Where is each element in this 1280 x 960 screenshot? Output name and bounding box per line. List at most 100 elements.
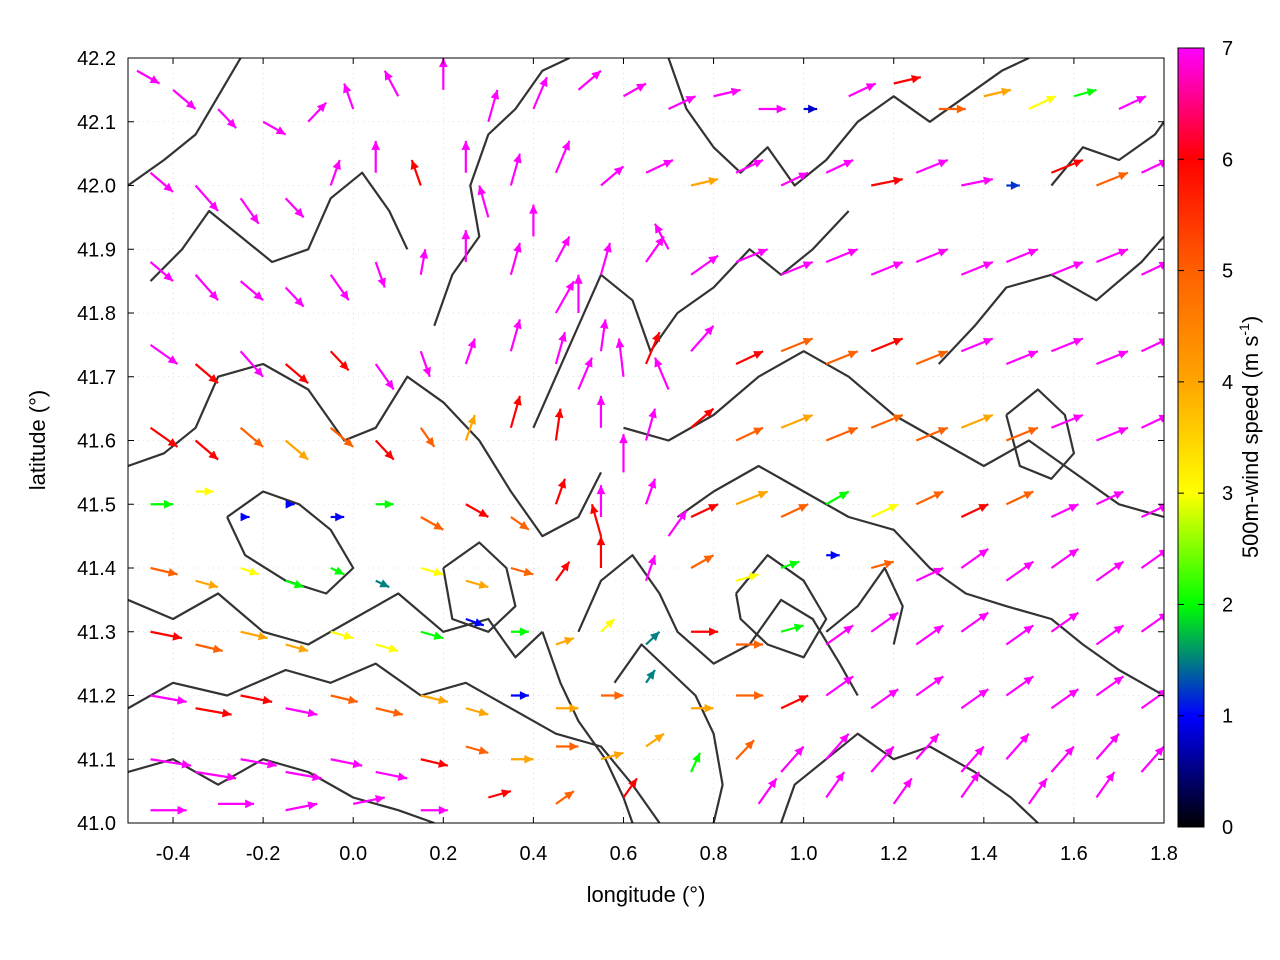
wind-vector-head bbox=[334, 566, 345, 575]
wind-vector-head bbox=[1158, 613, 1164, 622]
wind-vector-head bbox=[1027, 248, 1038, 257]
wind-vector-head bbox=[933, 625, 944, 635]
wind-vector-head bbox=[371, 140, 381, 150]
wind-vector bbox=[780, 560, 800, 570]
wind-vector-head bbox=[892, 337, 903, 346]
wind-vector-head bbox=[933, 676, 944, 686]
wind-vector-head bbox=[574, 274, 583, 284]
terrain-contour bbox=[433, 58, 570, 327]
wind-vector bbox=[870, 688, 899, 710]
wind-vector-head bbox=[1019, 733, 1029, 744]
wind-vector bbox=[529, 204, 538, 237]
wind-vector-head bbox=[808, 104, 818, 114]
wind-vector bbox=[1140, 745, 1164, 773]
wind-vector bbox=[285, 770, 322, 782]
wind-vector-head bbox=[789, 560, 800, 569]
wind-vector bbox=[1096, 248, 1129, 264]
y-tick-label: 41.2 bbox=[77, 686, 116, 708]
wind-vector bbox=[619, 434, 628, 473]
wind-vector bbox=[735, 350, 764, 365]
terrain-contour bbox=[577, 554, 859, 697]
colorbar-ticks: 0 1 2 3 4 5 6 7 bbox=[1178, 38, 1233, 839]
wind-vector bbox=[825, 159, 854, 174]
wind-vector bbox=[960, 771, 981, 799]
wind-vector bbox=[915, 248, 949, 264]
wind-vector bbox=[600, 618, 616, 633]
x-tick-label: 0.8 bbox=[700, 843, 728, 865]
wind-vector-head bbox=[1113, 625, 1124, 635]
wind-vector-head bbox=[1117, 427, 1128, 436]
wind-vector-head bbox=[245, 799, 255, 809]
terrain-contour bbox=[613, 643, 724, 823]
wind-vector bbox=[1141, 414, 1164, 429]
wind-vector bbox=[758, 104, 786, 114]
wind-vector bbox=[1095, 675, 1125, 697]
wind-vector bbox=[1005, 248, 1039, 264]
wind-vector-head bbox=[754, 640, 764, 649]
wind-vector-head bbox=[847, 248, 858, 257]
wind-vector-head bbox=[1158, 338, 1164, 347]
wind-vector-head bbox=[204, 487, 214, 496]
terrain-contour bbox=[128, 362, 602, 538]
wind-vector bbox=[870, 260, 904, 276]
wind-vector bbox=[690, 554, 715, 569]
wind-vector bbox=[735, 739, 755, 761]
wind-vector bbox=[870, 337, 904, 353]
wind-vector bbox=[461, 230, 471, 262]
wind-vector bbox=[644, 478, 657, 505]
wind-vector bbox=[375, 579, 390, 589]
wind-vector bbox=[1005, 490, 1034, 506]
wind-vector-head bbox=[352, 759, 363, 769]
wind-vector-head bbox=[703, 408, 714, 418]
wind-vector bbox=[915, 350, 949, 366]
wind-vector-head bbox=[584, 357, 593, 368]
wind-vector bbox=[239, 280, 264, 302]
wind-vector-head bbox=[461, 230, 471, 240]
colorbar: 0 1 2 3 4 5 6 7 500m-wind speed (m s-1) bbox=[1177, 38, 1263, 839]
y-tick-label: 41.9 bbox=[77, 239, 116, 261]
terrain-contour bbox=[128, 592, 544, 659]
wind-vector-head bbox=[467, 338, 476, 349]
wind-vector bbox=[284, 439, 309, 461]
wind-vector-head bbox=[385, 379, 394, 390]
wind-vector-head bbox=[647, 478, 657, 489]
wind-vector bbox=[736, 640, 764, 649]
wind-vector-head bbox=[397, 772, 408, 781]
wind-vector-head bbox=[1158, 549, 1164, 558]
colorbar-tick-label: 5 bbox=[1222, 261, 1233, 283]
wind-vector-head bbox=[312, 772, 322, 782]
wind-vector bbox=[654, 223, 670, 250]
wind-vector bbox=[375, 499, 394, 509]
wind-vector-head bbox=[433, 631, 444, 640]
wind-vector-head bbox=[619, 434, 628, 444]
wind-vector bbox=[1095, 624, 1125, 646]
wind-vector bbox=[735, 248, 769, 264]
wind-vector bbox=[420, 516, 444, 531]
wind-vector-head bbox=[560, 561, 570, 572]
wind-vector bbox=[510, 627, 529, 637]
wind-vector-head bbox=[654, 733, 665, 743]
wind-vector-head bbox=[830, 550, 840, 560]
wind-vector bbox=[825, 248, 859, 264]
wind-vector-head bbox=[613, 166, 624, 176]
wind-vector-head bbox=[294, 297, 304, 307]
x-tick-label: -0.2 bbox=[246, 843, 280, 865]
wind-vector-head bbox=[1023, 676, 1034, 686]
wind-vector-head bbox=[892, 261, 903, 270]
wind-vector-head bbox=[933, 491, 944, 500]
wind-vector-head bbox=[1158, 504, 1164, 513]
wind-vector-head bbox=[332, 160, 341, 170]
wind-vector bbox=[1006, 181, 1020, 190]
y-tick-label: 41.6 bbox=[77, 431, 116, 453]
wind-vector bbox=[713, 87, 741, 98]
wind-vector-head bbox=[1117, 248, 1128, 257]
wind-vector-head bbox=[903, 778, 912, 789]
wind-vector bbox=[374, 363, 395, 391]
wind-vector-head bbox=[677, 510, 687, 521]
wind-vector bbox=[150, 566, 178, 577]
wind-vector bbox=[870, 745, 895, 773]
wind-vector bbox=[690, 407, 715, 429]
y-tick-label: 41.1 bbox=[77, 749, 116, 771]
wind-vector-head bbox=[461, 140, 471, 150]
y-axis-title: latitude (°) bbox=[25, 390, 50, 491]
